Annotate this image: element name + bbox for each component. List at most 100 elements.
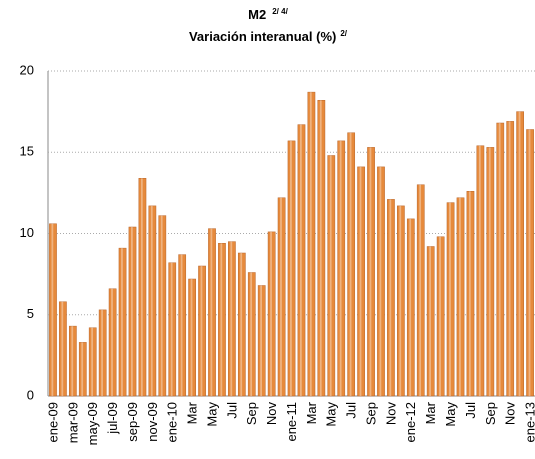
bar-highlight bbox=[498, 123, 501, 396]
y-tick-label: 10 bbox=[20, 225, 34, 240]
bar bbox=[466, 191, 475, 397]
bar-highlight bbox=[170, 262, 173, 396]
bar-highlight bbox=[260, 285, 263, 396]
x-tick-label: Jul bbox=[463, 402, 478, 419]
bar bbox=[436, 236, 445, 397]
x-tick-label: mar-09 bbox=[65, 402, 80, 443]
bar-highlight bbox=[150, 205, 153, 396]
bar-highlight bbox=[230, 241, 233, 396]
x-tick-label: Sep bbox=[363, 402, 378, 425]
bar-highlight bbox=[419, 184, 422, 396]
x-tick-label: ene-13 bbox=[523, 402, 535, 442]
bar-highlight bbox=[121, 248, 123, 396]
x-tick-label: sep-09 bbox=[125, 402, 140, 442]
bar bbox=[397, 205, 405, 397]
bar-highlight bbox=[160, 215, 163, 396]
bar-highlight bbox=[51, 223, 54, 396]
bar-highlight bbox=[71, 326, 74, 396]
bar-highlight bbox=[409, 218, 412, 396]
bar-highlight bbox=[200, 266, 203, 396]
bar bbox=[88, 327, 97, 397]
bar-highlight bbox=[339, 140, 342, 396]
bar-highlight bbox=[91, 327, 94, 396]
title-note: 2/ 4/ bbox=[272, 7, 288, 16]
y-tick-label: 20 bbox=[20, 62, 34, 77]
bar bbox=[138, 178, 147, 397]
chart-title: M2 2/ 4/ bbox=[248, 7, 288, 22]
bar bbox=[198, 265, 206, 397]
bar-highlight bbox=[280, 197, 282, 396]
bar-highlight bbox=[319, 100, 322, 396]
bar bbox=[178, 254, 187, 397]
bar-highlight bbox=[459, 197, 461, 396]
bar bbox=[456, 197, 465, 397]
x-tick-label: Nov bbox=[383, 402, 398, 426]
x-tick-label: Nov bbox=[503, 402, 518, 426]
x-tick-label: Jul bbox=[344, 402, 359, 419]
subtitle-text: Variación interanual (%) bbox=[189, 29, 336, 44]
x-tick-label: May bbox=[204, 402, 219, 427]
bar bbox=[426, 246, 435, 397]
bar-highlight bbox=[468, 191, 471, 396]
x-tick-label: nov-09 bbox=[145, 402, 160, 442]
bar bbox=[168, 262, 177, 397]
bar bbox=[387, 199, 395, 397]
bar bbox=[267, 231, 276, 397]
bar bbox=[476, 145, 485, 397]
bar bbox=[307, 91, 316, 397]
x-tick-label: Nov bbox=[264, 402, 279, 426]
bar bbox=[506, 121, 515, 397]
bar bbox=[347, 132, 356, 397]
bar bbox=[247, 272, 256, 397]
x-tick-label: Mar bbox=[304, 401, 319, 424]
bar-highlight bbox=[389, 199, 392, 396]
bar bbox=[377, 166, 385, 397]
x-tick-label: May bbox=[324, 402, 339, 427]
bar bbox=[188, 278, 196, 397]
bar bbox=[277, 197, 286, 397]
bar-highlight bbox=[180, 254, 183, 396]
bar bbox=[287, 140, 296, 397]
x-tick-label: ene-11 bbox=[284, 402, 299, 442]
bar-highlight bbox=[379, 166, 382, 396]
bar bbox=[297, 124, 306, 397]
bar-highlight bbox=[270, 231, 272, 396]
bar bbox=[49, 223, 57, 397]
x-tick-label: ene-12 bbox=[403, 402, 418, 442]
bar-highlight bbox=[399, 205, 402, 396]
x-tick-label: may-09 bbox=[85, 402, 100, 445]
bar bbox=[69, 325, 77, 397]
bar-highlight bbox=[488, 147, 491, 396]
bar bbox=[118, 247, 127, 397]
bar-highlight bbox=[508, 121, 511, 396]
x-tick-label: ene-09 bbox=[45, 402, 60, 442]
bar-highlight bbox=[518, 111, 521, 396]
bar bbox=[367, 147, 375, 397]
bar bbox=[78, 342, 87, 397]
bar-highlight bbox=[111, 288, 113, 396]
chart-subtitle: Variación interanual (%) 2/ bbox=[189, 29, 348, 44]
bar-highlight bbox=[299, 124, 302, 396]
bar bbox=[357, 166, 365, 397]
x-tick-label: jul-09 bbox=[105, 402, 120, 435]
bar-highlight bbox=[359, 166, 362, 396]
bar bbox=[59, 301, 67, 397]
bar-highlight bbox=[449, 202, 451, 396]
bar bbox=[208, 228, 216, 397]
x-tick-label: Sep bbox=[483, 402, 498, 425]
bar bbox=[496, 122, 505, 397]
bar-highlight bbox=[329, 155, 332, 396]
bar bbox=[406, 218, 415, 397]
bar-highlight bbox=[290, 140, 292, 396]
bar-highlight bbox=[190, 279, 193, 396]
bar bbox=[108, 288, 117, 397]
subtitle-note: 2/ bbox=[340, 29, 347, 38]
bar bbox=[327, 155, 336, 397]
bar bbox=[128, 226, 137, 397]
bar-highlight bbox=[101, 309, 103, 396]
x-tick-label: Jul bbox=[224, 402, 239, 419]
bar bbox=[446, 202, 455, 397]
bar-highlight bbox=[439, 236, 441, 396]
bar bbox=[257, 285, 266, 397]
